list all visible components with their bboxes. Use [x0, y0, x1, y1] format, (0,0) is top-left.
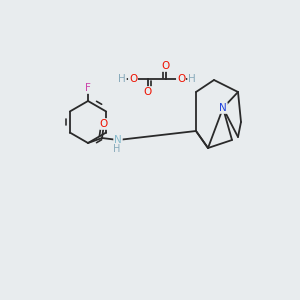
- Text: O: O: [100, 119, 108, 129]
- Text: H: H: [118, 74, 126, 84]
- Text: H: H: [188, 74, 196, 84]
- Text: O: O: [144, 87, 152, 97]
- Text: O: O: [129, 74, 137, 84]
- Text: N: N: [114, 135, 122, 145]
- Text: H: H: [113, 144, 121, 154]
- Text: O: O: [162, 61, 170, 71]
- Text: F: F: [85, 83, 91, 93]
- Text: N: N: [219, 103, 227, 113]
- Text: O: O: [177, 74, 185, 84]
